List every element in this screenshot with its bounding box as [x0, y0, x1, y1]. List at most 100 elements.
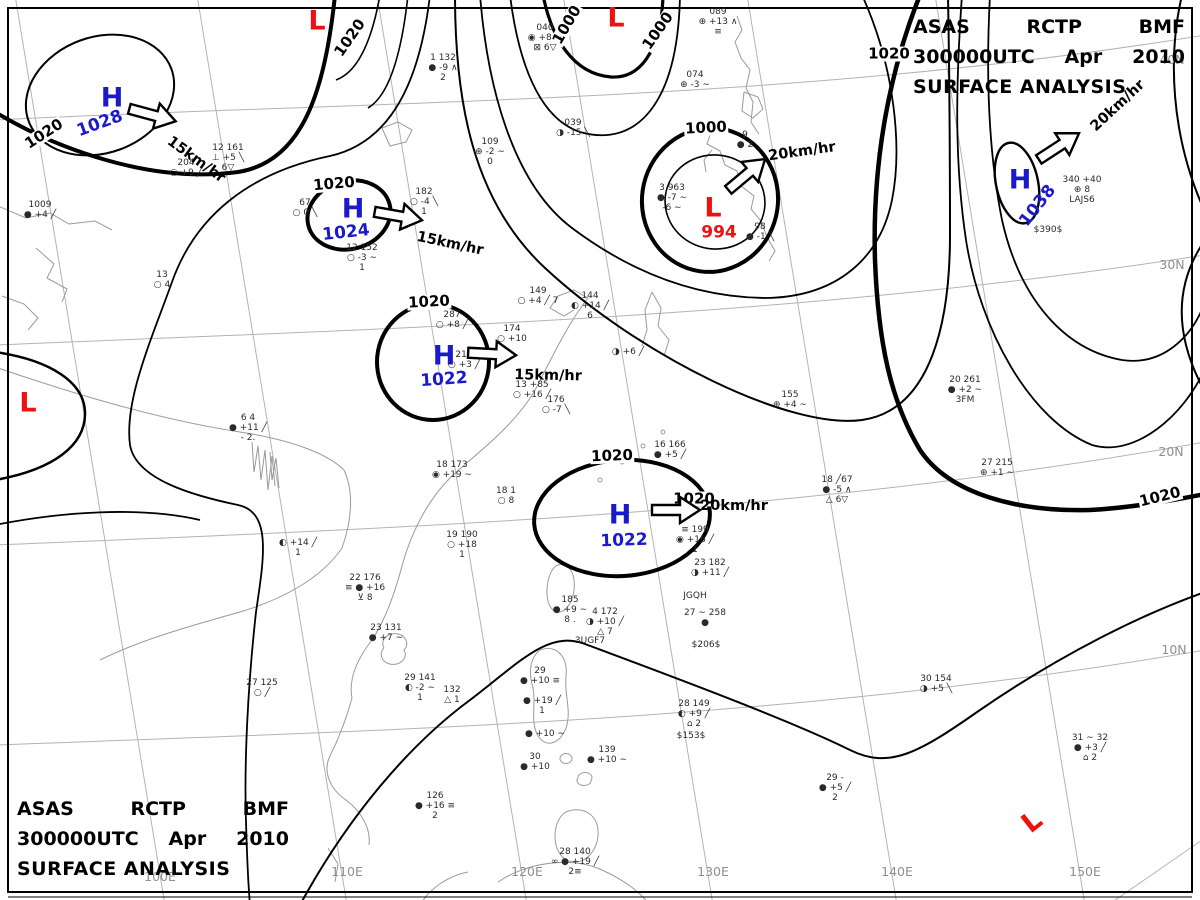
movement-arrow	[369, 197, 426, 240]
station-plot: 27 ∼ 258 ●	[684, 607, 726, 628]
title-month: Apr	[1064, 46, 1103, 68]
station-plot: ● +10 ∼	[524, 728, 566, 739]
longitude-label: 110E	[331, 863, 363, 879]
low-mark: L	[1015, 804, 1049, 840]
station-plot: 28 140 ∞ ● +19 ╱ 2≡	[550, 846, 600, 878]
station-plot: 18 173 ◉ +19 ∼	[431, 459, 473, 480]
title-block-bottom-left: ASAS RCTP BMF 300000UTC Apr 2010 SURFACE…	[17, 798, 289, 880]
movement-arrow	[717, 146, 779, 205]
station-plot: $390$	[1033, 224, 1063, 235]
title-product: ASAS	[913, 16, 970, 38]
longitude-label: 120E	[511, 863, 543, 879]
station-plot: 182 ○ -4 ╲ 1	[410, 186, 438, 218]
station-plot: 149 ○ +4 ╱ 7	[517, 285, 559, 306]
latitude-label: 20N	[1158, 443, 1184, 459]
high-center-symbol: H	[100, 82, 124, 114]
station-plot: 139 ● +10 ∼	[586, 744, 628, 765]
station-plot: 144 ◐ +14 ╱ 6	[571, 290, 609, 322]
station-plot: 287 ○ +8 ╱	[435, 309, 469, 330]
isobar-value-label: 1020	[330, 15, 369, 61]
station-plot: 126 ● +16 ≡ 2	[414, 790, 456, 822]
high-center-symbol: H	[432, 340, 456, 372]
movement-arrow	[122, 94, 181, 140]
movement-arrow-icon	[372, 201, 425, 232]
title-block-top-right: ASAS RCTP BMF 300000UTC Apr 2010 SURFACE…	[913, 16, 1185, 98]
station-plot: 16 166 ● +5 ╱	[653, 439, 687, 460]
movement-arrow	[650, 494, 703, 529]
station-plot: 27 125 ○ ╱	[246, 677, 278, 698]
station-plot: 3UGF7	[574, 635, 606, 646]
station-plot: 176 ○ -7 ╲	[542, 394, 570, 415]
station-plot: 1009 ● +4 ╱	[23, 199, 57, 220]
movement-arrow-icon	[723, 157, 767, 196]
movement-arrow-icon	[1034, 132, 1081, 166]
pressure-value: 1022	[419, 367, 469, 392]
map-frame	[7, 7, 1193, 898]
title-product: ASAS	[17, 798, 74, 820]
station-plot: 3 963 ● -7 ∼ -6 ∼	[656, 182, 688, 214]
isobar-value-label: 1020	[406, 291, 452, 312]
station-plot: 29 ● +10 ≡	[519, 665, 561, 686]
station-plot: 12 152 ○ -3 ∼ 1	[346, 242, 378, 274]
station-plot: ● +19 ╱ 1	[523, 695, 561, 716]
low-mark: L	[308, 5, 326, 37]
low-center-symbol: L	[704, 192, 722, 224]
high-center-symbol: H	[1008, 164, 1032, 196]
movement-speed-label: 15km/hr	[415, 228, 485, 259]
station-plot: ≡ 199 ◉ +16 ╱ 1	[676, 524, 714, 556]
station-plot: 9 ● 2	[736, 129, 754, 150]
title-datetime: 300000UTC	[17, 828, 139, 850]
station-plot: 18 1 ○ 8	[495, 485, 517, 506]
station-plot: 204 ○ +9 ╱	[169, 157, 203, 178]
latitude-label: 10N	[1161, 641, 1187, 657]
title-office: BMF	[1138, 16, 1185, 38]
title-line-2: 300000UTC Apr 2010	[17, 828, 289, 850]
station-plot: 219 ○ +3 ╱	[447, 349, 481, 370]
title-office: BMF	[242, 798, 289, 820]
station-plot: 040 ◉ +8 ∼ ⊠ 6▽	[527, 22, 563, 54]
station-plot: $153$	[676, 730, 706, 741]
isobar-value-label: 1000	[683, 117, 729, 138]
station-plot: 340 +40 ⊕ 8 LAJS6	[1062, 174, 1102, 206]
station-plot: 074 ⊕ -3 ∼	[680, 69, 710, 90]
title-year: 2010	[236, 828, 289, 850]
station-plot: 185 ● +9 ∼ 8 .	[552, 594, 588, 626]
station-plot: 28 149 ◐ +9 ╱ ⌂ 2	[677, 698, 711, 730]
station-plot: 039 ◑ -15 ╲	[556, 117, 590, 138]
movement-arrow-icon	[466, 338, 519, 370]
station-plot: 132 △ 1	[443, 684, 461, 705]
title-line-1: ASAS RCTP BMF	[913, 16, 1185, 38]
title-line-3: SURFACE ANALYSIS	[913, 76, 1127, 98]
movement-arrow	[1029, 120, 1091, 177]
station-plot: 20 261 ● +2 ∼ 3FM	[947, 374, 983, 406]
movement-speed-label: 20km/hr	[767, 139, 837, 165]
movement-arrow	[465, 338, 519, 375]
movement-speed-label: 15km/hr	[514, 367, 582, 385]
station-plot: 30 154 ◑ +5 ╲	[919, 673, 953, 694]
title-station: RCTP	[130, 798, 186, 820]
title-line-3: SURFACE ANALYSIS	[17, 858, 231, 880]
title-line-2: 300000UTC Apr 2010	[913, 46, 1185, 68]
station-plot: 29 141 ◐ -2 ∼ 1	[404, 672, 436, 704]
title-line-1: ASAS RCTP BMF	[17, 798, 289, 820]
station-plot: 98 ● -1 ╲	[746, 221, 774, 242]
station-plot: 174 ○ +10	[497, 323, 527, 344]
station-plot: 1 132 ● -9 ∧ 2	[428, 52, 458, 84]
station-plot: 29 - ● +5 ╱ 2	[818, 772, 852, 804]
title-datetime: 300000UTC	[913, 46, 1035, 68]
station-plot: 67 ○ 0 ╲	[292, 197, 318, 218]
isobar-value-label: 1020	[311, 172, 357, 195]
pressure-value: 994	[701, 222, 737, 243]
latitude-label: 30N	[1159, 256, 1185, 272]
station-plot: ◐ +14 ╱ 1	[279, 537, 317, 558]
isobar-value-label: 1020	[1136, 482, 1184, 511]
station-plot: 089 ⊕ +13 ∧ ≡	[698, 6, 738, 38]
station-plot: 23 131 ● +7 ∼	[368, 622, 404, 643]
station-plot: 18 ╱67 ● -5 ∧ △ 6▽	[821, 474, 853, 506]
station-plot: 22 176 ≡ ● +16 ⊻ 8	[344, 572, 386, 604]
station-plot: 30 ● +10	[520, 751, 550, 772]
longitude-label: 140E	[881, 863, 913, 879]
